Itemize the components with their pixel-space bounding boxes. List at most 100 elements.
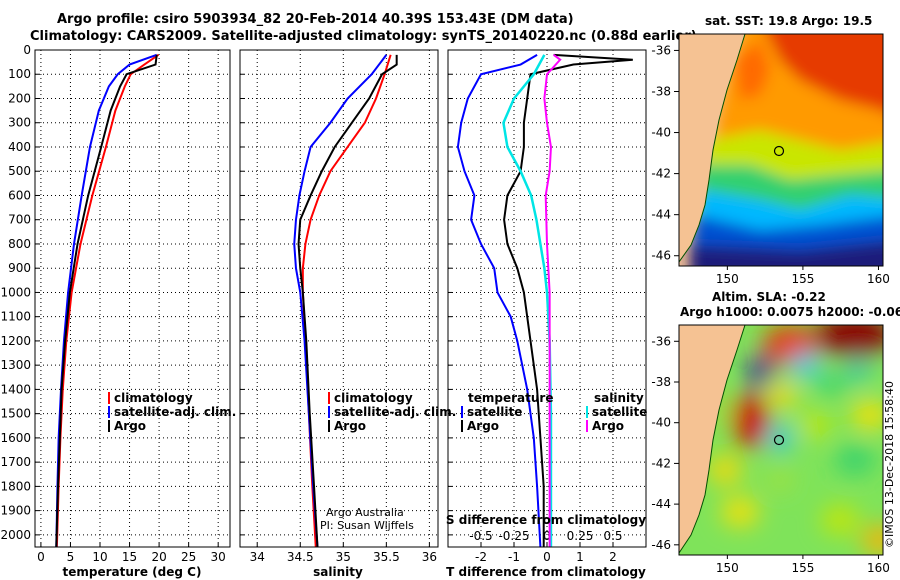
temp-satellite-line [55, 53, 158, 547]
temp-climatology-line [55, 54, 160, 547]
sst-map-frame [678, 33, 884, 267]
x-tick-label: 20 [151, 550, 166, 564]
temperature-x-ticks: 0 5 10 15 20 25 30 [37, 550, 226, 564]
s-diff-tick-label: 0.25 [567, 529, 594, 543]
temperature-panel: 0100200300400500600700800900100011001200… [0, 43, 236, 579]
credit-pi-name: PI: Susan Wijffels [320, 519, 414, 532]
salinity-xlabel: salinity [313, 565, 363, 579]
salinity-x-ticks: 34 34.5 35 35.5 36 [250, 550, 437, 564]
depth-tick-label: 900 [8, 261, 31, 275]
lon-tick-label: 155 [791, 272, 814, 286]
s-diff-tick-label: -0.25 [498, 529, 529, 543]
lat-tick-label: -40 [651, 416, 671, 430]
depth-tick-label: 1800 [0, 479, 31, 493]
depth-tick-label: 0 [23, 43, 31, 57]
s-diff-tick-label: 0 [543, 529, 551, 543]
salinity-grid [240, 49, 438, 547]
temperature-axes-frame [34, 49, 231, 548]
difference-axes-frame [447, 49, 647, 548]
legend-label-satellite: satellite-adj. clim. [114, 405, 236, 419]
depth-tick-label: 1200 [0, 334, 31, 348]
lat-tick-label: -44 [651, 208, 671, 222]
t-difference-x-ticks: -2 -1 0 1 2 [475, 550, 617, 564]
argo-position-marker [773, 145, 785, 157]
depth-tick-label: 700 [8, 213, 31, 227]
temperature-xlabel: temperature (deg C) [63, 565, 202, 579]
australia-land-sst [679, 34, 745, 262]
depth-tick-label: 1500 [0, 407, 31, 421]
sdiff-argo-line [543, 54, 562, 547]
depth-tick-label: 200 [8, 91, 31, 105]
s-diff-tick-label: 0.5 [603, 529, 622, 543]
x-tick-label: 25 [181, 550, 196, 564]
x-tick-label: 1 [576, 550, 584, 564]
figure-title-line1: Argo profile: csiro 5903934_82 20-Feb-20… [57, 12, 574, 27]
x-tick-label: 35.5 [373, 550, 400, 564]
lat-tick-label: -46 [651, 538, 671, 552]
temperature-grid [35, 49, 230, 547]
x-tick-label: 5 [67, 550, 75, 564]
depth-tick-label: 400 [8, 140, 31, 154]
legend-header-temperature: temperature [468, 391, 553, 405]
legend-label-climatology: climatology [114, 391, 193, 405]
lat-tick-label: -36 [651, 334, 671, 348]
x-tick-label: 0 [37, 550, 45, 564]
sla-map-frame [678, 324, 884, 556]
depth-tick-label: 1400 [0, 382, 31, 396]
sla-map: -36 -38 -40 -42 -44 -46 150 155 160 [651, 324, 890, 575]
figure-title-line2: Climatology: CARS2009. Satellite-adjuste… [30, 29, 697, 44]
lon-tick-label: 160 [867, 561, 890, 575]
depth-tick-label: 300 [8, 116, 31, 130]
tdiff-satellite-line [456, 53, 542, 547]
depth-tick-label: 1000 [0, 285, 31, 299]
x-tick-label: -1 [508, 550, 520, 564]
s-difference-x-ticks: -0.5 -0.25 0 0.25 0.5 [469, 529, 622, 543]
s-difference-xlabel: S difference from climatology [446, 513, 646, 527]
depth-tick-label: 600 [8, 188, 31, 202]
x-tick-label: 10 [92, 550, 107, 564]
legend-label-satellite: satellite-adj. clim. [334, 405, 456, 419]
s-diff-tick-label: -0.5 [469, 529, 492, 543]
legend-label-s-satellite: satellite [592, 405, 647, 419]
lat-tick-label: -42 [651, 456, 671, 470]
depth-tick-label: 1300 [0, 358, 31, 372]
depth-ticks: 0 100 200 300 400 500 600 700 800 900 1000 1100 1200… [0, 43, 31, 542]
legend-label-s-argo: Argo [592, 419, 624, 433]
x-tick-label: 36 [422, 550, 437, 564]
salinity-panel: 34 34.5 35 35.5 36 salinity climatology sate… [239, 49, 456, 579]
x-tick-label: -2 [475, 550, 487, 564]
x-tick-label: 35 [336, 550, 351, 564]
legend-label-argo: Argo [114, 419, 146, 433]
sla-map-ticks: -36 -38 -40 -42 -44 -46 150 155 160 [651, 334, 890, 575]
depth-tick-label: 1900 [0, 504, 31, 518]
lat-tick-label: -38 [651, 84, 671, 98]
sst-map-title: sat. SST: 19.8 Argo: 19.5 [705, 14, 873, 28]
lat-tick-label: -42 [651, 167, 671, 181]
legend-label-t-argo: Argo [467, 419, 499, 433]
x-tick-label: 2 [609, 550, 617, 564]
legend-label-t-satellite: satellite [467, 405, 522, 419]
sla-field [709, 325, 883, 554]
legend-header-salinity: salinity [594, 391, 644, 405]
sdiff-satellite-line [502, 54, 553, 547]
sst-field [690, 34, 883, 266]
argo-position-marker [773, 434, 785, 446]
depth-tick-label: 1600 [0, 431, 31, 445]
x-tick-label: 30 [211, 550, 226, 564]
legend-label-climatology: climatology [334, 391, 413, 405]
lat-tick-label: -40 [651, 126, 671, 140]
lat-tick-label: -36 [651, 43, 671, 57]
depth-tick-label: 1100 [0, 310, 31, 324]
salinity-legend: climatology satellite-adj. clim. Argo [328, 391, 456, 433]
coastline-sst [679, 34, 746, 263]
lon-tick-label: 155 [791, 561, 814, 575]
lon-tick-label: 160 [867, 272, 890, 286]
temp-argo-line [55, 54, 158, 547]
depth-tick-label: 800 [8, 237, 31, 251]
depth-tick-label: 2000 [0, 528, 31, 542]
depth-tick-label: 100 [8, 67, 31, 81]
lat-tick-label: -44 [651, 497, 671, 511]
t-difference-xlabel: T difference from climatology [446, 565, 646, 579]
depth-tick-label: 1700 [0, 455, 31, 469]
x-tick-label: 34 [250, 550, 265, 564]
